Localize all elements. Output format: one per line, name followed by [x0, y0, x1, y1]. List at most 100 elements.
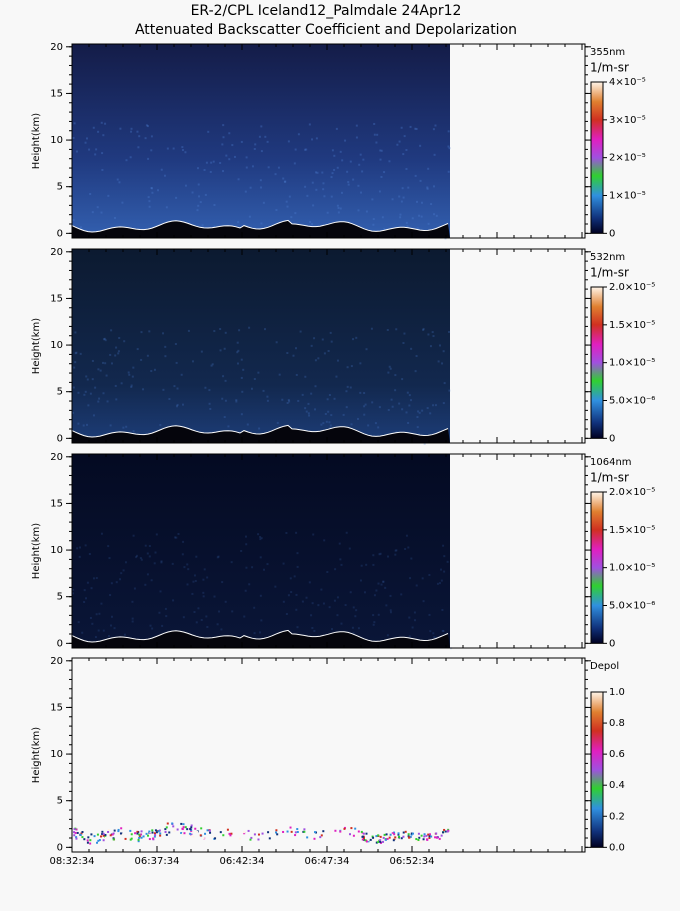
curtain-speckle: [441, 362, 444, 365]
curtain-speckle: [427, 333, 430, 336]
depol-speckle: [407, 835, 410, 838]
curtain-speckle: [222, 136, 225, 139]
curtain-speckle: [402, 342, 405, 345]
curtain-speckle: [352, 632, 355, 635]
curtain-speckle: [326, 398, 329, 401]
depol-speckle: [204, 832, 207, 835]
depol-speckle: [314, 831, 317, 834]
curtain-speckle: [432, 404, 435, 407]
depol-speckle: [440, 834, 443, 837]
depol-speckle: [334, 829, 337, 832]
depol-speckle: [393, 831, 396, 834]
depol-speckle: [268, 837, 271, 840]
curtain-speckle: [223, 416, 226, 419]
depol-speckle: [389, 833, 392, 836]
curtain-speckle: [120, 382, 123, 385]
depol-speckle: [96, 833, 99, 836]
curtain-speckle: [405, 221, 408, 224]
curtain-speckle: [416, 426, 419, 429]
depol-speckle: [189, 828, 192, 831]
curtain-speckle: [222, 170, 225, 173]
depol-speckle: [303, 830, 306, 833]
y-tick-label: 10: [50, 749, 63, 760]
curtain-speckle: [82, 424, 85, 427]
curtain-speckle: [228, 158, 231, 161]
depol-speckle: [238, 837, 241, 840]
curtain-speckle: [323, 195, 326, 198]
colorbar-tick-label: 0.4: [609, 780, 625, 791]
depol-speckle: [376, 839, 379, 842]
curtain-speckle: [355, 336, 358, 339]
curtain-speckle: [97, 368, 100, 371]
depol-speckle: [208, 829, 211, 832]
curtain-speckle: [191, 592, 194, 595]
curtain-speckle: [305, 596, 308, 599]
curtain-speckle: [292, 354, 295, 357]
depol-speckle: [164, 830, 167, 833]
curtain-speckle: [103, 337, 106, 340]
curtain-speckle: [177, 532, 180, 535]
curtain-speckle: [405, 534, 408, 537]
depol-speckle: [171, 822, 174, 825]
curtain-speckle: [418, 214, 421, 217]
depol-speckle: [420, 834, 423, 837]
curtain-speckle: [385, 604, 388, 607]
depol-speckle: [80, 832, 83, 835]
depol-speckle: [159, 832, 162, 835]
depol-speckle: [375, 835, 378, 838]
depol-speckle: [124, 837, 127, 840]
curtain-speckle: [107, 634, 110, 637]
depol-speckle: [166, 822, 169, 825]
curtain-speckle: [240, 376, 243, 379]
curtain-speckle: [388, 160, 391, 163]
curtain-speckle: [266, 399, 269, 402]
y-axis-label: Height(km): [31, 318, 42, 374]
depol-speckle: [104, 833, 107, 836]
colorbar-tick-label: 0.6: [609, 749, 625, 760]
depol-speckle: [352, 834, 355, 837]
curtain-speckle: [119, 578, 122, 581]
curtain-speckle: [73, 122, 76, 125]
depol-speckle: [243, 832, 246, 835]
curtain-speckle: [123, 633, 126, 636]
depol-speckle: [428, 836, 431, 839]
curtain-speckle: [426, 187, 429, 190]
curtain-speckle: [359, 153, 362, 156]
curtain-speckle: [84, 141, 87, 144]
curtain-speckle: [295, 373, 298, 376]
curtain-speckle: [308, 123, 311, 126]
curtain-speckle: [293, 575, 296, 578]
depol-speckle: [392, 839, 395, 842]
curtain-speckle: [244, 190, 247, 193]
curtain-speckle: [130, 127, 133, 130]
depol-speckle: [228, 832, 231, 835]
curtain-speckle: [212, 160, 215, 163]
curtain-speckle: [329, 331, 332, 334]
curtain-speckle: [132, 534, 135, 537]
curtain-speckle: [240, 140, 243, 143]
curtain-speckle: [249, 186, 252, 189]
curtain-speckle: [150, 149, 153, 152]
depol-speckle: [357, 830, 360, 833]
depol-speckle: [257, 833, 260, 836]
depol-speckle: [138, 836, 141, 839]
curtain-speckle: [380, 583, 383, 586]
curtain-speckle: [413, 611, 416, 614]
curtain-speckle: [351, 626, 354, 629]
curtain-speckle: [328, 606, 331, 609]
curtain-speckle: [122, 569, 125, 572]
curtain-speckle: [146, 573, 149, 576]
curtain-speckle: [216, 556, 219, 559]
depol-speckle: [383, 833, 386, 836]
curtain-speckle: [407, 546, 410, 549]
curtain-speckle: [104, 122, 107, 125]
curtain-speckle: [113, 627, 116, 630]
depol-speckle: [294, 831, 297, 834]
curtain-speckle: [197, 607, 200, 610]
depol-speckle: [151, 831, 154, 834]
curtain-speckle: [380, 175, 383, 178]
curtain-speckle: [101, 152, 104, 155]
curtain-speckle: [420, 215, 423, 218]
curtain-speckle: [295, 347, 298, 350]
curtain-speckle: [209, 170, 212, 173]
